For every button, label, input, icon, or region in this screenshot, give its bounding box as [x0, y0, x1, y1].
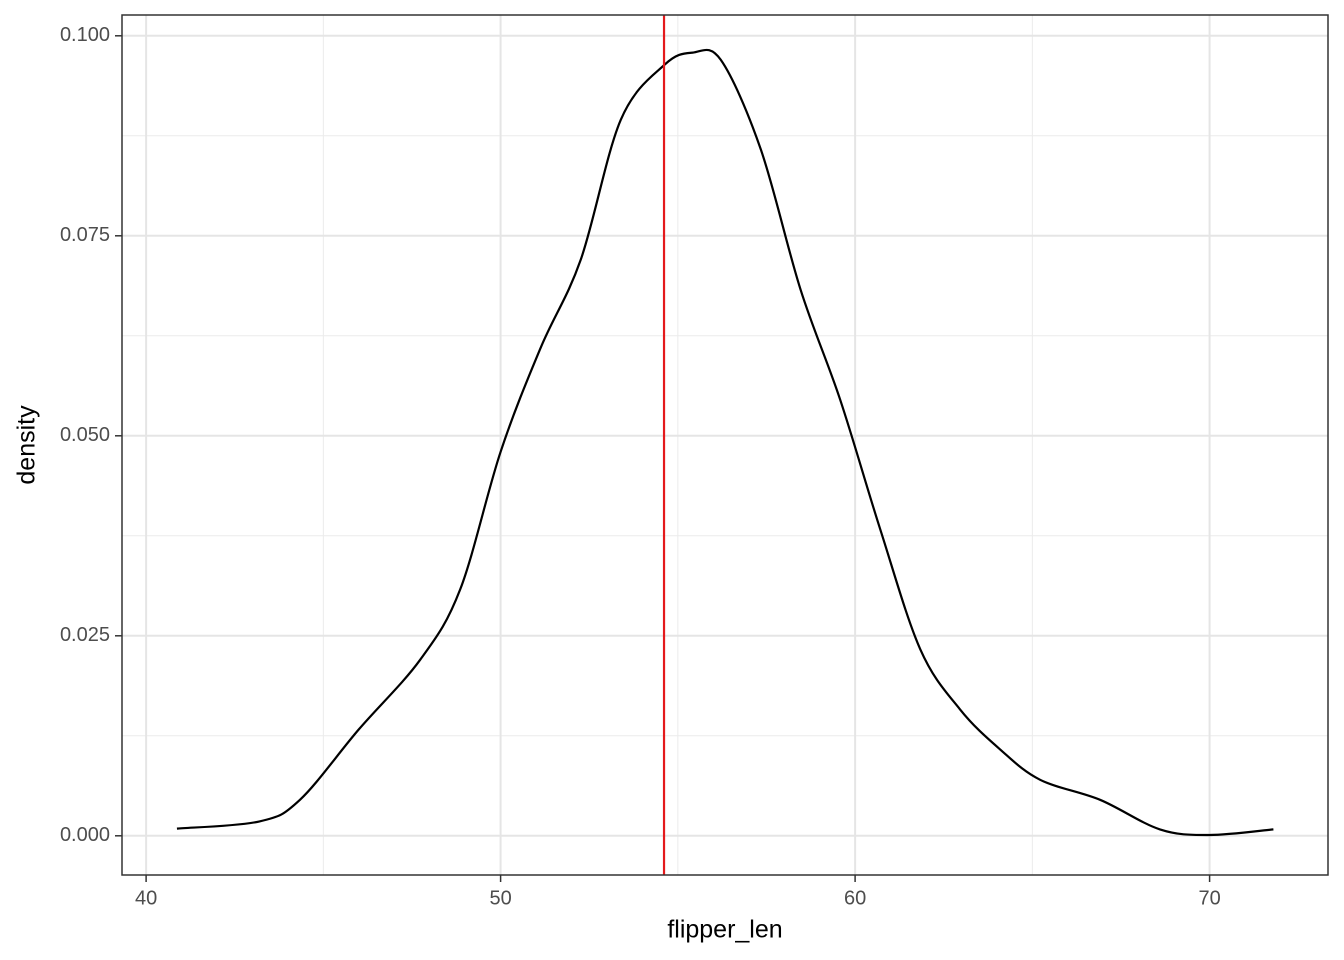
y-tick-label: 0.075 [60, 224, 110, 246]
x-tick-label: 50 [489, 887, 511, 909]
x-axis-title: flipper_len [667, 916, 782, 944]
y-axis-title: density [13, 405, 41, 485]
x-tick-label: 40 [135, 887, 157, 909]
panel-border [121, 14, 1329, 876]
y-tick-label: 0.050 [60, 424, 110, 446]
y-tick-label: 0.000 [60, 824, 110, 846]
y-tick-label: 0.025 [60, 624, 110, 646]
y-tick-label: 0.100 [60, 24, 110, 46]
x-tick-label: 70 [1198, 887, 1220, 909]
x-tick-label: 60 [844, 887, 866, 909]
density-curve [176, 48, 1274, 837]
